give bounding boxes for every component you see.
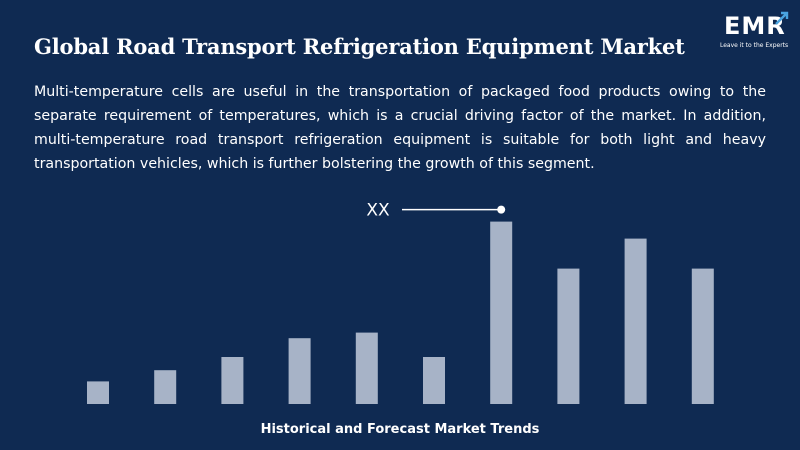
bar-3	[221, 357, 244, 404]
bar-10	[691, 268, 714, 404]
bar-series	[87, 221, 714, 404]
description-text: Multi-temperature cells are useful in th…	[34, 84, 766, 172]
logo-tagline: Leave it to the Experts	[720, 42, 789, 49]
bar-6	[423, 357, 445, 404]
bar-2	[154, 370, 177, 404]
annotation-label: XX	[366, 201, 390, 221]
bar-8	[557, 268, 580, 404]
bar-9	[624, 238, 647, 404]
annotation-marker	[497, 205, 506, 214]
bar-5	[355, 332, 378, 404]
emr-logo: EMR Leave it to the Experts	[712, 10, 792, 54]
chart-title: Global Road Transport Refrigeration Equi…	[34, 34, 685, 59]
growth-arrow-icon	[775, 11, 789, 25]
chart-caption: Historical and Forecast Market Trends	[260, 422, 540, 437]
bar-1	[87, 381, 109, 404]
annotation-group: XX	[366, 201, 506, 221]
logo-wordmark: EMR	[724, 12, 786, 40]
bar-4	[288, 338, 311, 404]
bar-7	[490, 221, 513, 404]
